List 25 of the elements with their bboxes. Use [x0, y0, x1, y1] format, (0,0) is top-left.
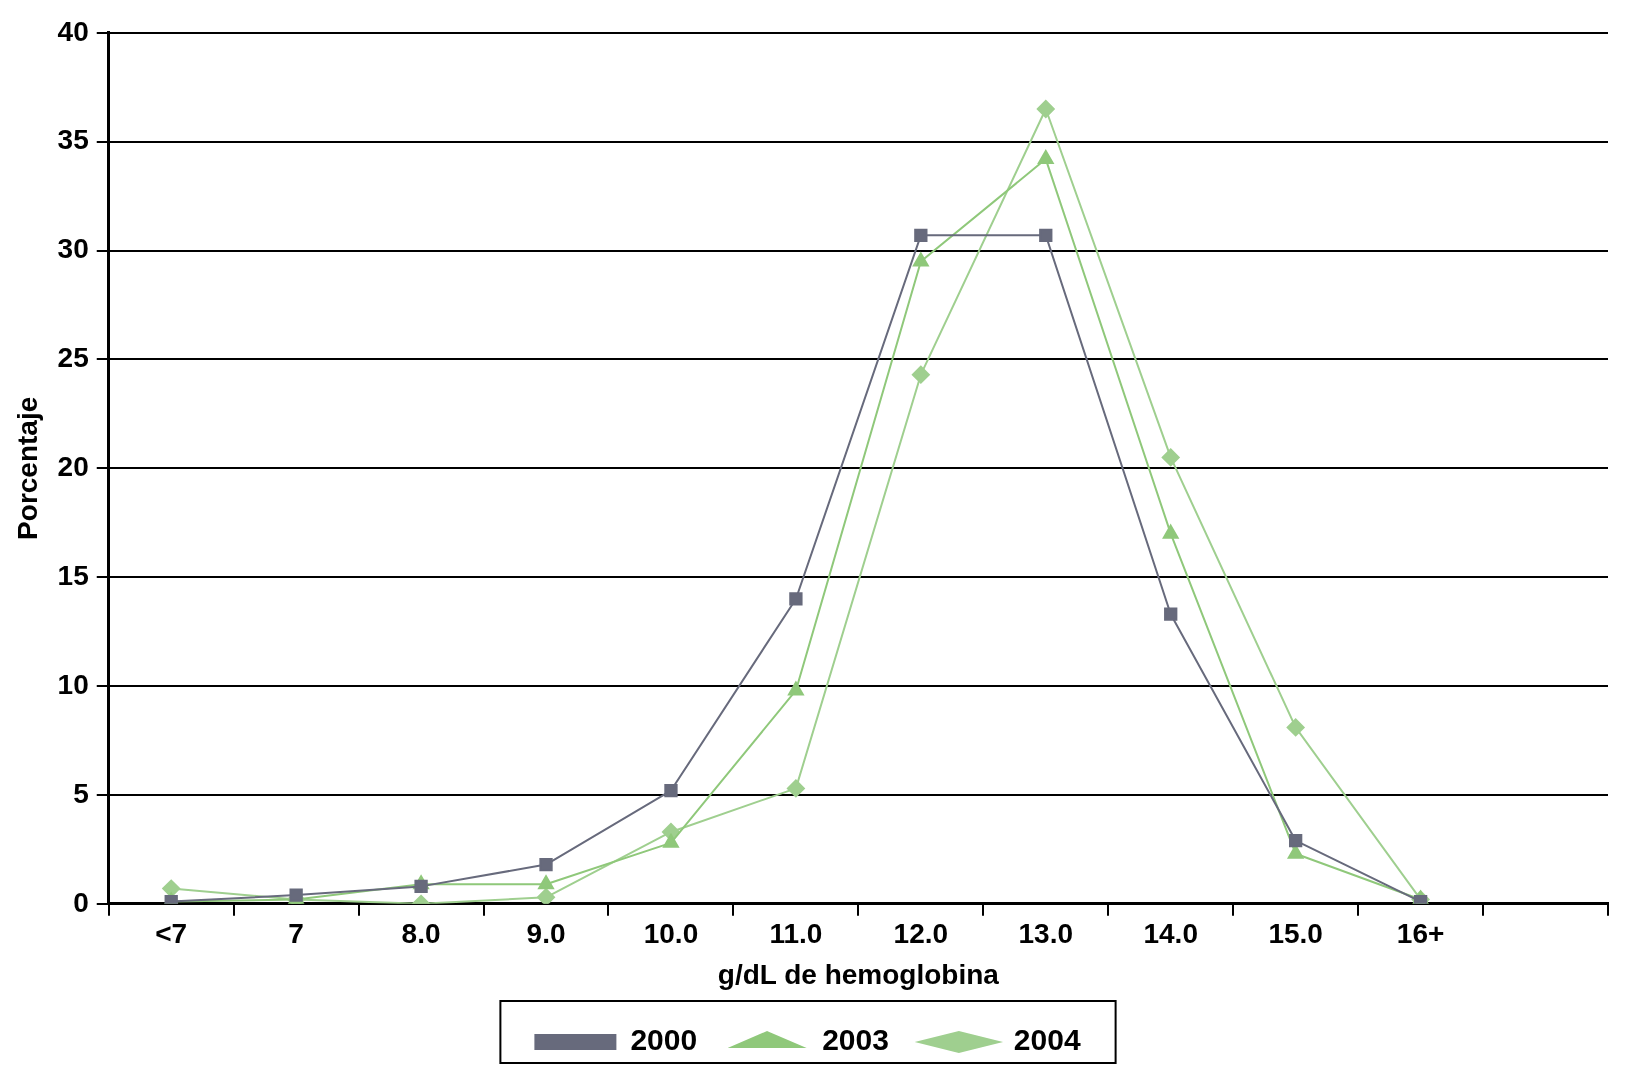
- y-axis-title: Porcentaje: [11, 396, 43, 540]
- y-tick-label: 15: [57, 559, 89, 591]
- x-axis-title: g/dL de hemoglobina: [717, 958, 1000, 990]
- legend-label: 2004: [1013, 1023, 1081, 1057]
- x-tick-label: 10.0: [643, 918, 699, 950]
- x-tick-label: <7: [155, 918, 188, 950]
- y-tick-label: 10: [57, 668, 89, 700]
- y-tick-label: 40: [57, 15, 89, 47]
- x-tick-label: 11.0: [769, 918, 823, 950]
- x-tick-label: 16+: [1396, 918, 1445, 950]
- x-tick-label: 12.0: [893, 918, 949, 950]
- legend-label: 2003: [822, 1023, 889, 1057]
- x-tick-label: 7: [288, 918, 304, 950]
- x-tick-label: 9.0: [526, 918, 566, 950]
- y-tick-label: 20: [57, 451, 89, 483]
- x-tick-label: 14.0: [1143, 918, 1198, 950]
- x-tick-label: 15.0: [1268, 918, 1323, 950]
- y-tick-label: 30: [57, 233, 89, 265]
- x-tick-label: 13.0: [1018, 918, 1074, 950]
- y-tick-label: 35: [57, 124, 89, 156]
- x-tick-label: 8.0: [401, 918, 441, 950]
- y-tick-label: 0: [73, 886, 89, 918]
- y-tick-label: 25: [57, 342, 89, 374]
- y-tick-label: 5: [73, 777, 89, 809]
- legend-label: 2000: [630, 1023, 698, 1057]
